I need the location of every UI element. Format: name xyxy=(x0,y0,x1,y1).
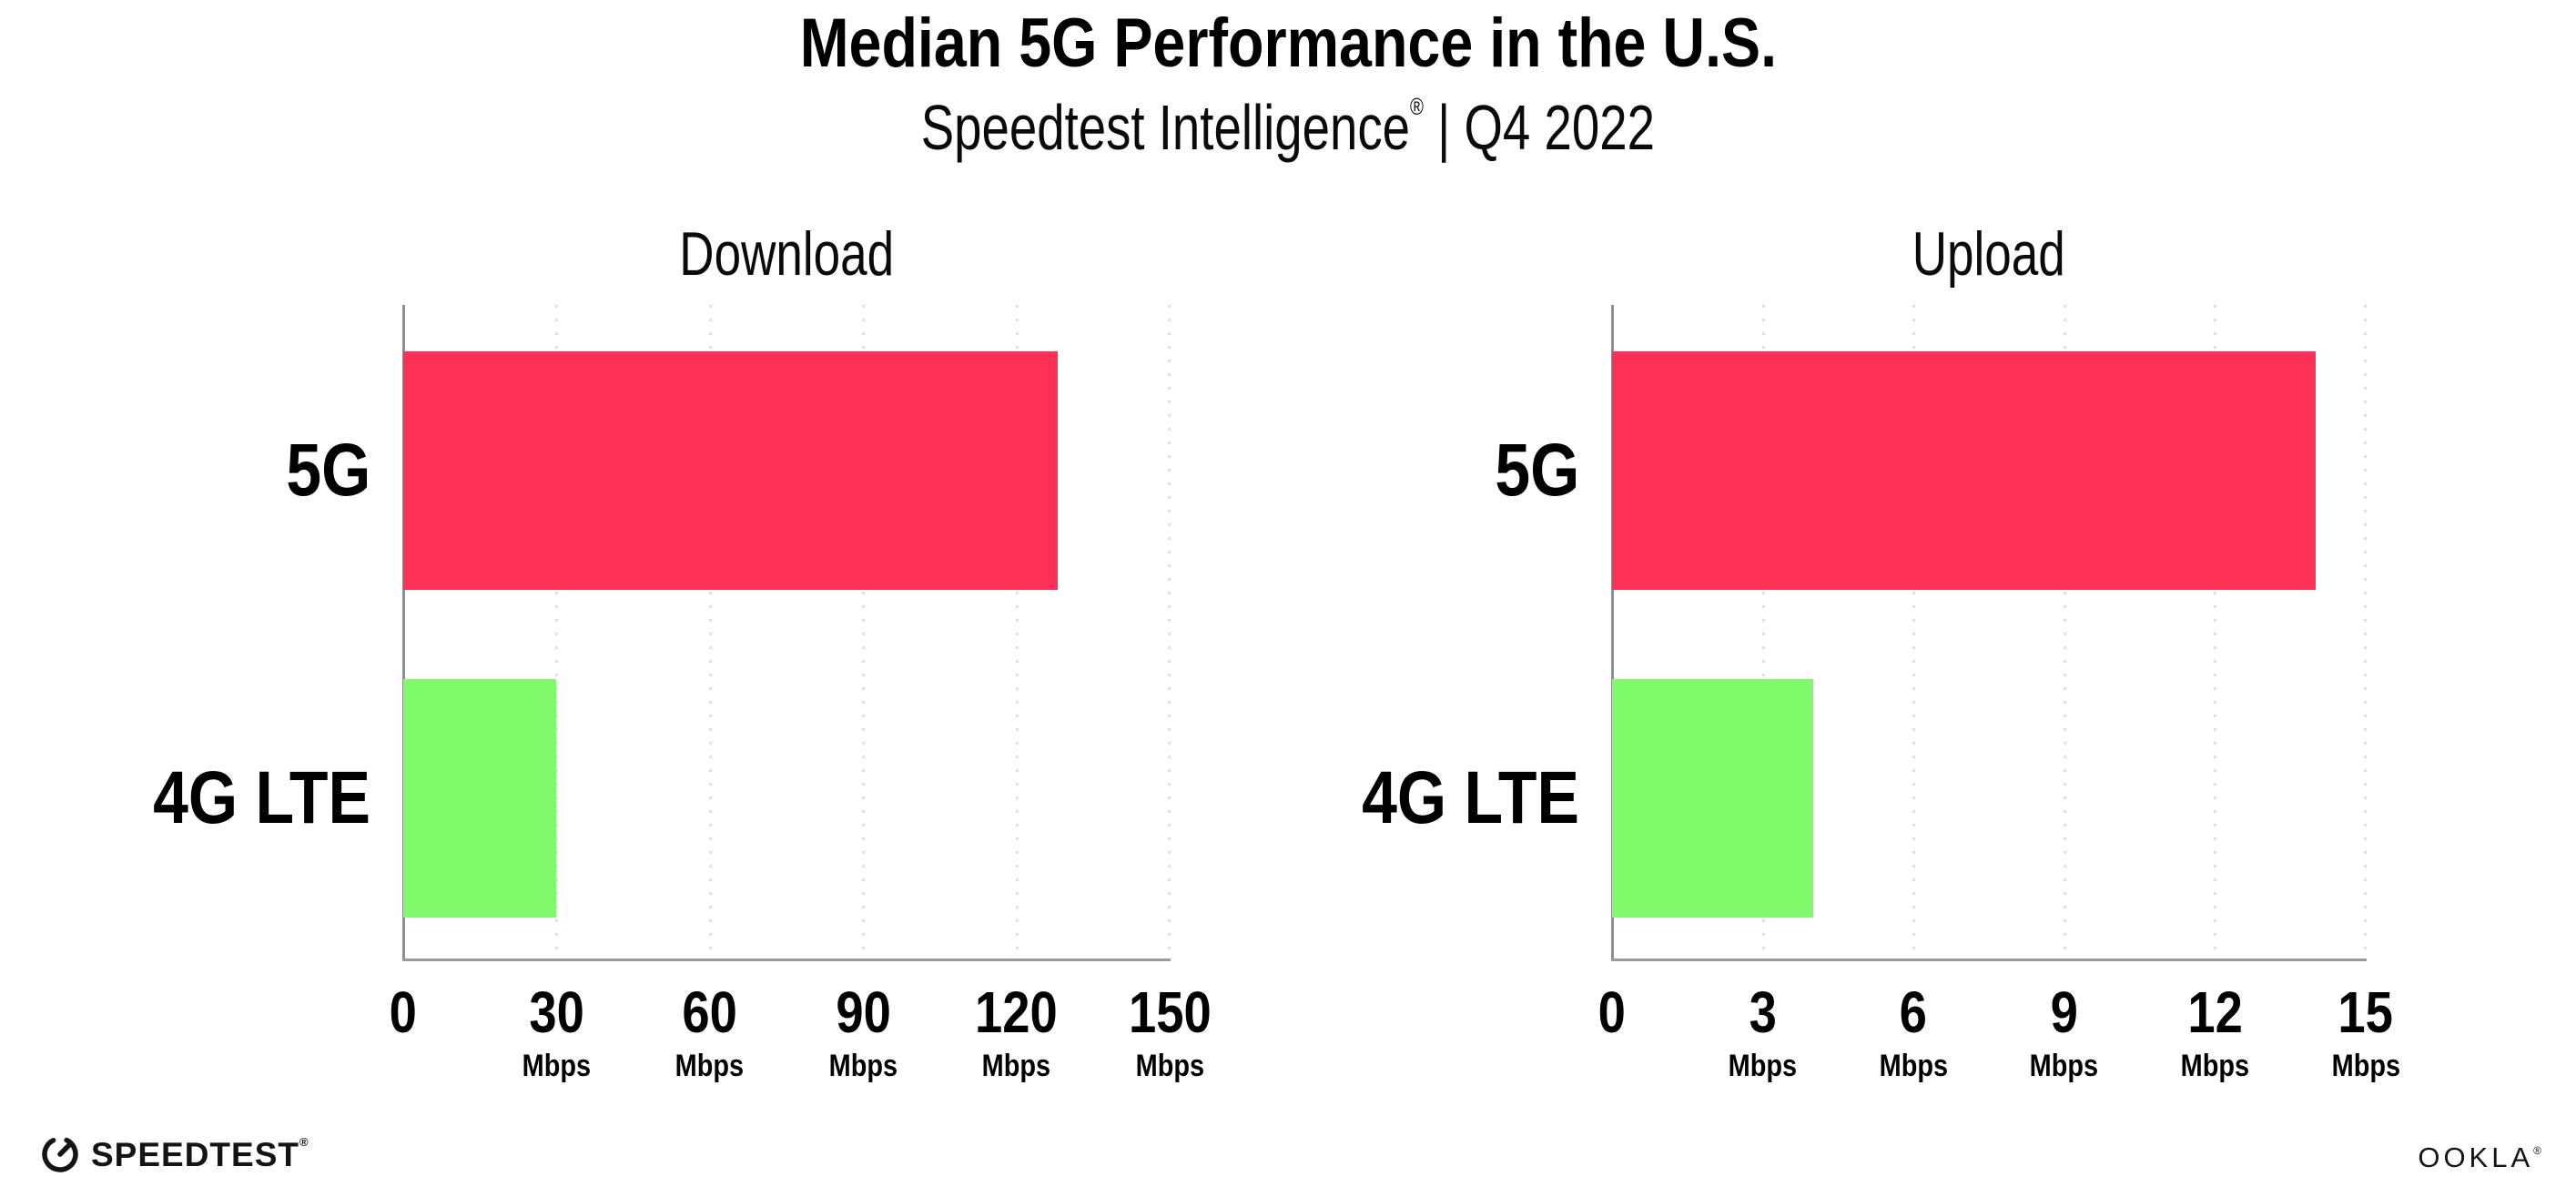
tick-unit: Mbps xyxy=(675,1049,745,1083)
download-chart-title-text: Download xyxy=(679,219,894,289)
tick-value: 3 xyxy=(1749,979,1777,1045)
category-label-5g: 5G xyxy=(1106,351,1579,590)
x-axis-line xyxy=(402,959,1171,961)
gridline xyxy=(1761,305,1765,960)
category-label-5g-text: 5G xyxy=(286,429,370,512)
gridline xyxy=(1015,305,1019,960)
download-chart-title: Download xyxy=(403,218,1170,289)
tick-value: 6 xyxy=(1900,979,1928,1045)
upload-chart-title-text: Upload xyxy=(1912,219,2066,289)
gridline xyxy=(2063,305,2066,960)
x-tick-3: 3 Mbps xyxy=(1654,983,1872,1081)
tick-value: 15 xyxy=(2338,979,2394,1045)
tick-value: 90 xyxy=(835,979,891,1045)
upload-chart-title: Upload xyxy=(1612,218,2366,289)
ookla-registered-mark: ® xyxy=(2533,1144,2545,1157)
gridline xyxy=(862,305,866,960)
tick-unit: Mbps xyxy=(1728,1049,1798,1083)
upload-plot-area: 5G 4G LTE 0 3 Mbps 6 Mbps 9 Mbps 12 Mbps… xyxy=(1362,305,2400,1081)
category-label-4g-lte-text: 4G LTE xyxy=(1362,756,1579,839)
x-tick-12: 12 Mbps xyxy=(2105,983,2324,1081)
gridline xyxy=(2364,305,2367,960)
x-tick-15: 15 Mbps xyxy=(2257,983,2475,1081)
ookla-logo: OOKLA® xyxy=(2418,1141,2545,1174)
category-label-5g: 5G xyxy=(0,351,370,590)
tick-unit: Mbps xyxy=(1135,1049,1204,1083)
tick-unit: Mbps xyxy=(2180,1049,2250,1083)
x-tick-6: 6 Mbps xyxy=(1804,983,2023,1081)
speedtest-logo: SPEEDTEST® xyxy=(40,1134,309,1174)
category-label-5g-text: 5G xyxy=(1495,429,1579,512)
x-tick-120: 120 Mbps xyxy=(908,983,1126,1081)
bar-5g-upload xyxy=(1612,351,2316,590)
speedtest-registered-mark: ® xyxy=(299,1134,309,1149)
x-tick-30: 30 Mbps xyxy=(447,983,665,1081)
subtitle-product: Speedtest Intelligence xyxy=(920,92,1411,163)
gridline xyxy=(2214,305,2217,960)
tick-value: 9 xyxy=(2050,979,2078,1045)
page-title-text: Median 5G Performance in the U.S. xyxy=(799,5,1777,82)
category-label-4g-lte-text: 4G LTE xyxy=(153,756,370,839)
tick-unit: Mbps xyxy=(522,1049,592,1083)
x-tick-9: 9 Mbps xyxy=(1955,983,2174,1081)
page-subtitle: Speedtest Intelligence® | Q4 2022 xyxy=(0,91,2576,165)
page-title: Median 5G Performance in the U.S. xyxy=(0,7,2576,80)
y-axis-line xyxy=(402,305,405,959)
download-plot-area: 5G 4G LTE 0 30 Mbps 60 Mbps 90 Mbps 120 … xyxy=(153,305,1211,1081)
x-tick-90: 90 Mbps xyxy=(754,983,972,1081)
y-axis-line xyxy=(1611,305,1614,959)
tick-value: 12 xyxy=(2187,979,2243,1045)
ookla-wordmark-text: OOKLA xyxy=(2418,1141,2534,1173)
x-axis-line xyxy=(1611,959,2367,961)
subtitle-period: | Q4 2022 xyxy=(1424,92,1656,163)
bar-5g-download xyxy=(403,351,1058,590)
tick-value: 0 xyxy=(389,979,418,1045)
speedtest-wordmark: SPEEDTEST® xyxy=(91,1135,309,1174)
x-tick-0: 0 xyxy=(294,983,512,1041)
category-label-4g-lte: 4G LTE xyxy=(1106,679,1579,918)
bar-4g-lte-download xyxy=(403,679,557,918)
gridline xyxy=(1168,305,1171,960)
tick-value: 150 xyxy=(1128,979,1212,1045)
category-label-4g-lte: 4G LTE xyxy=(0,679,370,918)
speedtest-gauge-icon xyxy=(40,1134,80,1174)
tick-unit: Mbps xyxy=(828,1049,898,1083)
gridline xyxy=(555,305,559,960)
registered-mark: ® xyxy=(1410,93,1425,120)
speedtest-wordmark-text: SPEEDTEST xyxy=(91,1135,299,1173)
gridline xyxy=(708,305,712,960)
tick-unit: Mbps xyxy=(2030,1049,2099,1083)
tick-unit: Mbps xyxy=(1879,1049,1948,1083)
tick-value: 0 xyxy=(1597,979,1627,1045)
gridline xyxy=(1912,305,1916,960)
tick-value: 120 xyxy=(975,979,1058,1045)
x-tick-60: 60 Mbps xyxy=(601,983,819,1081)
tick-value: 30 xyxy=(529,979,584,1045)
tick-value: 60 xyxy=(682,979,738,1045)
page-subtitle-text: Speedtest Intelligence® | Q4 2022 xyxy=(921,91,1655,165)
x-tick-150: 150 Mbps xyxy=(1060,983,1279,1081)
x-tick-0: 0 xyxy=(1503,983,1721,1041)
tick-unit: Mbps xyxy=(981,1049,1051,1083)
bar-4g-lte-upload xyxy=(1612,679,1813,918)
tick-unit: Mbps xyxy=(2331,1049,2400,1083)
